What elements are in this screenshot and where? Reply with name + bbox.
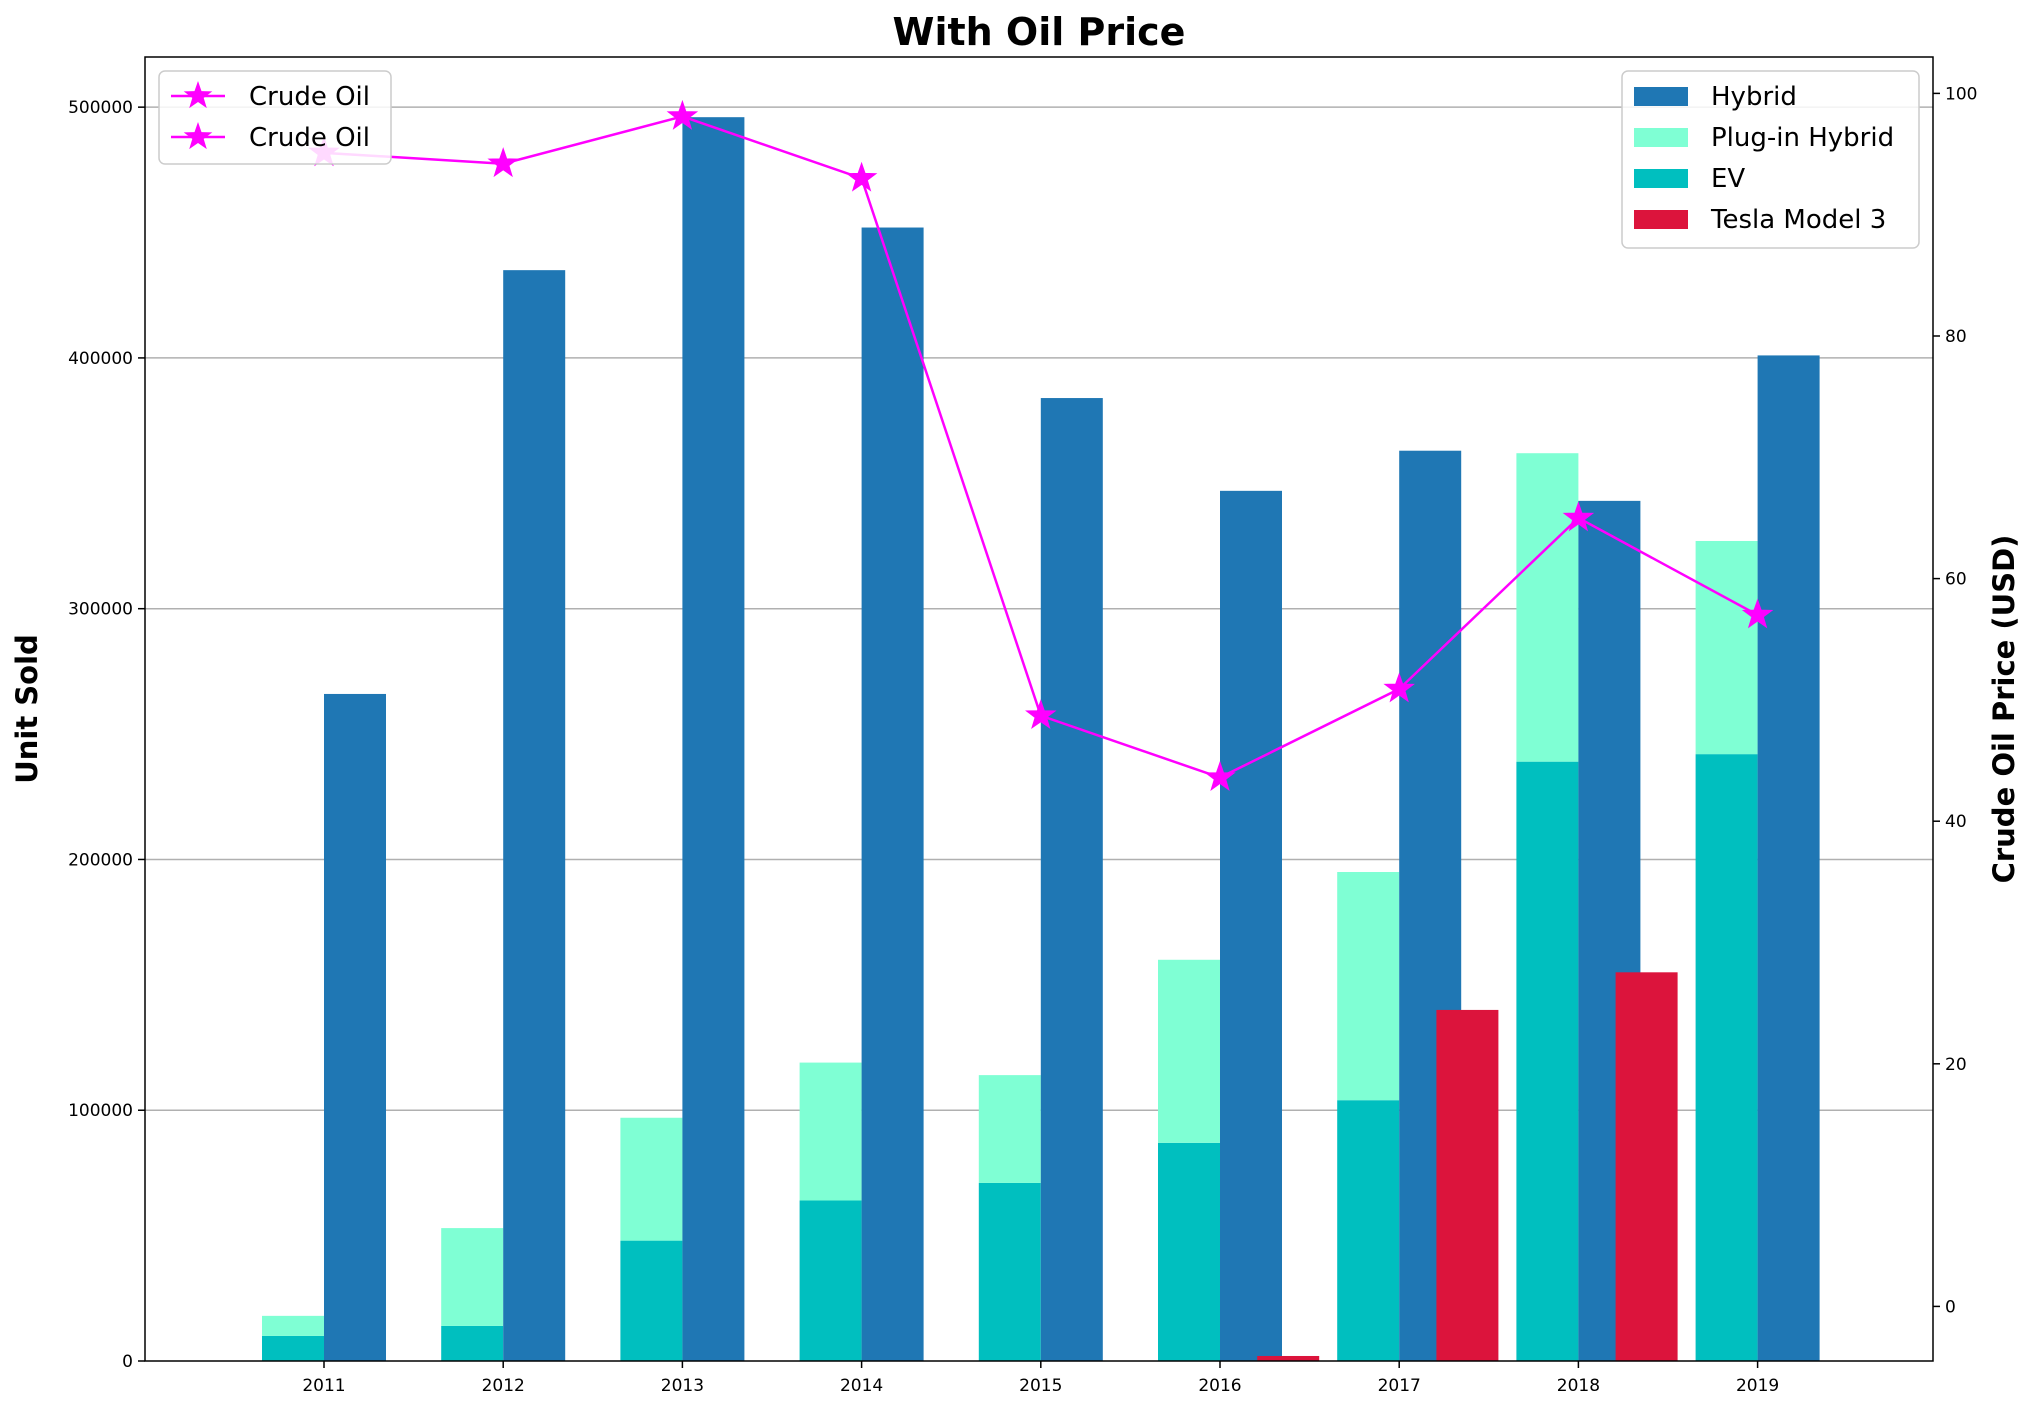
y2-axis-title: Crude Oil Price (USD) xyxy=(1987,535,2021,884)
x-tick-label: 2016 xyxy=(1198,1376,1241,1396)
bar-hybrid xyxy=(503,270,566,1362)
y-tick-label: 0 xyxy=(122,1352,133,1372)
legend-star-swatch xyxy=(183,81,213,109)
crude-oil-point xyxy=(1562,501,1595,532)
y-tick-label: 500000 xyxy=(68,98,133,118)
crude-oil-point xyxy=(845,161,878,192)
bar-plug-in-hybrid xyxy=(1516,453,1579,762)
bar-plug-in-hybrid xyxy=(262,1315,324,1336)
bar-plug-in-hybrid xyxy=(1695,540,1758,755)
crude-oil-point xyxy=(487,147,519,178)
bar-hybrid xyxy=(682,117,745,1362)
crude-oil-point xyxy=(666,99,699,130)
crude-oil-point xyxy=(1025,699,1057,730)
y-tick-label: 400000 xyxy=(68,349,133,369)
bar-ev xyxy=(441,1325,504,1361)
bar-hybrid xyxy=(1040,398,1103,1361)
y2-tick-label: 100 xyxy=(1945,84,1977,104)
y-axis-title: Unit Sold xyxy=(10,634,44,784)
legend-right-box xyxy=(1621,70,1920,249)
legend-entry: Crude Oil xyxy=(249,82,370,112)
bar-plug-in-hybrid xyxy=(620,1117,683,1241)
x-tick-label: 2019 xyxy=(1736,1376,1779,1396)
crude-oil-point xyxy=(1741,598,1774,629)
x-tick-label: 2017 xyxy=(1378,1376,1421,1396)
legend-swatch xyxy=(1634,128,1688,147)
bar-hybrid xyxy=(324,693,386,1361)
bar-ev xyxy=(1695,754,1758,1361)
chart-title: With Oil Price xyxy=(893,10,1186,54)
legend-entry: Crude Oil xyxy=(249,123,370,153)
bar-ev xyxy=(1337,1100,1400,1361)
x-tick-label: 2018 xyxy=(1557,1376,1600,1396)
bar-hybrid xyxy=(1757,355,1820,1361)
x-tick-label: 2015 xyxy=(1019,1376,1062,1396)
bar-tesla-model-3 xyxy=(1436,1009,1499,1361)
legend-entry: Tesla Model 3 xyxy=(1710,205,1886,235)
bar-ev xyxy=(1158,1142,1220,1361)
plot-frame xyxy=(144,56,1934,1362)
legend-swatch xyxy=(1634,169,1688,188)
y2-tick-label: 80 xyxy=(1945,327,1967,347)
legend-left: Crude Oil Crude Oil xyxy=(158,70,392,165)
legend-right: Hybrid Plug-in Hybrid EV Tesla Model 3 xyxy=(1621,70,1920,249)
legend-star-swatch xyxy=(183,122,213,150)
bar-plug-in-hybrid xyxy=(441,1228,504,1326)
y2-tick-label: 0 xyxy=(1945,1297,1956,1317)
x-tick-label: 2013 xyxy=(661,1376,704,1396)
bar-hybrid xyxy=(861,227,924,1361)
bar-ev xyxy=(262,1335,324,1361)
bar-ev xyxy=(1516,761,1579,1361)
bar-hybrid xyxy=(1220,490,1282,1361)
bar-plug-in-hybrid xyxy=(978,1075,1041,1183)
legend-entry: EV xyxy=(1711,164,1745,194)
x-axis: 2011 2012 2013 2014 2015 2016 2017 2018 2019 xyxy=(302,1361,1779,1396)
y-axis-right: 0 20 40 60 80 100 xyxy=(1933,84,1977,1317)
crude-oil-point xyxy=(1383,672,1415,703)
bar-tesla-model-3 xyxy=(1615,972,1678,1361)
y2-tick-label: 20 xyxy=(1945,1055,1967,1075)
y-tick-label: 100000 xyxy=(68,1101,133,1121)
legend-swatch xyxy=(1634,210,1688,229)
legend-left-box xyxy=(158,70,392,165)
y-axis-left: 0 100000 200000 300000 400000 500000 xyxy=(68,98,145,1372)
y-tick-label: 300000 xyxy=(68,600,133,620)
bar-ev xyxy=(620,1240,683,1361)
bar-ev xyxy=(799,1200,862,1361)
bar-plug-in-hybrid xyxy=(799,1062,862,1201)
x-tick-label: 2011 xyxy=(302,1376,345,1396)
y2-tick-label: 40 xyxy=(1945,812,1967,832)
x-tick-label: 2014 xyxy=(840,1376,883,1396)
bar-tesla-model-3 xyxy=(1257,1355,1320,1361)
crude-oil-point xyxy=(1204,760,1236,791)
legend-swatch xyxy=(1634,87,1688,106)
legend-entry: Plug-in Hybrid xyxy=(1711,123,1894,153)
y-tick-label: 200000 xyxy=(68,850,133,870)
y2-tick-label: 60 xyxy=(1945,570,1967,590)
legend-entry: Hybrid xyxy=(1711,82,1797,112)
bars xyxy=(262,117,1820,1362)
bar-plug-in-hybrid xyxy=(1158,959,1220,1143)
bar-plug-in-hybrid xyxy=(1337,872,1400,1101)
x-tick-label: 2012 xyxy=(482,1376,525,1396)
bar-ev xyxy=(978,1182,1041,1361)
